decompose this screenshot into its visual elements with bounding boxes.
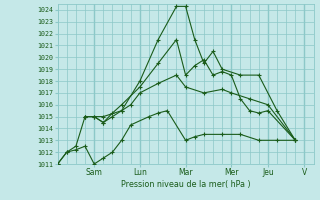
- X-axis label: Pression niveau de la mer( hPa ): Pression niveau de la mer( hPa ): [121, 180, 251, 189]
